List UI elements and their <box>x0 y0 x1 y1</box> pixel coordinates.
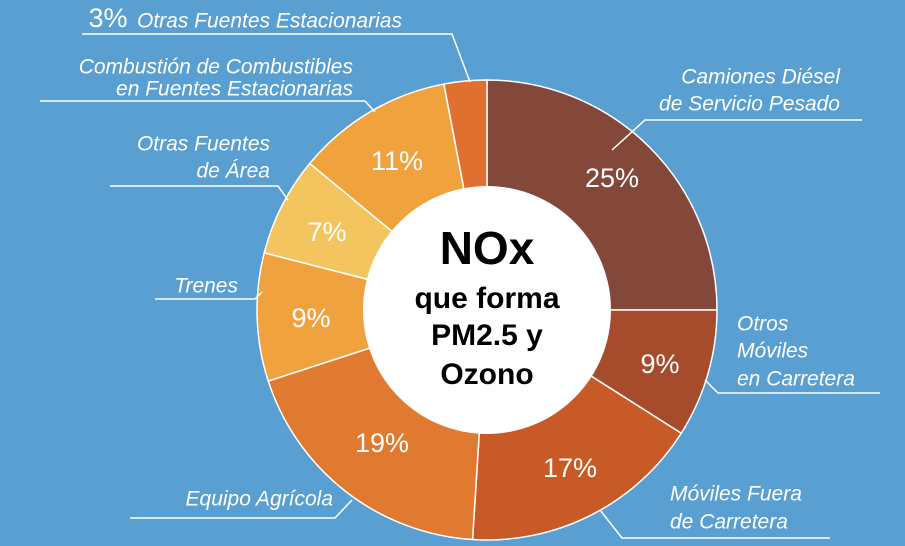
leader-line <box>110 185 289 201</box>
center-line: Ozono <box>440 358 533 391</box>
center-title: NOx <box>440 222 535 274</box>
value-label: 25% <box>585 163 639 193</box>
category-label: Móviles Fuera <box>670 483 802 506</box>
category-label: Otras Fuentes Estacionarias <box>137 10 402 33</box>
value-label: 9% <box>640 349 679 379</box>
value-label: 7% <box>307 217 346 247</box>
value-label: 19% <box>355 428 409 458</box>
category-label: de Área <box>196 160 270 183</box>
leader-line <box>130 499 353 519</box>
leader-line <box>704 379 880 394</box>
leader-line <box>599 509 830 539</box>
donut-hole <box>363 186 611 434</box>
value-label: 9% <box>291 303 330 333</box>
center-line: PM2.5 y <box>431 319 543 352</box>
value-label: 11% <box>371 146 423 176</box>
leader-line <box>40 100 376 113</box>
center-line: que forma <box>414 282 559 315</box>
leader-line <box>82 33 471 83</box>
value-label: 3% <box>88 3 127 33</box>
category-label: Otros <box>737 313 789 336</box>
category-label: en Carretera <box>737 368 855 391</box>
category-label: Camiones Diésel <box>681 66 841 89</box>
category-label: de Servicio Pesado <box>659 93 840 116</box>
category-label: Equipo Agrícola <box>186 488 333 511</box>
leader-line <box>611 119 862 151</box>
category-label: de Carretera <box>670 511 788 534</box>
category-label: en Fuentes Estacionarias <box>116 78 353 101</box>
category-label: Móviles <box>737 340 809 363</box>
value-label: 17% <box>543 453 597 483</box>
category-label: Trenes <box>174 275 238 298</box>
category-label: Combustión de Combustibles <box>79 56 354 79</box>
leader-line <box>155 291 263 300</box>
category-label: Otras Fuentes <box>137 133 271 156</box>
